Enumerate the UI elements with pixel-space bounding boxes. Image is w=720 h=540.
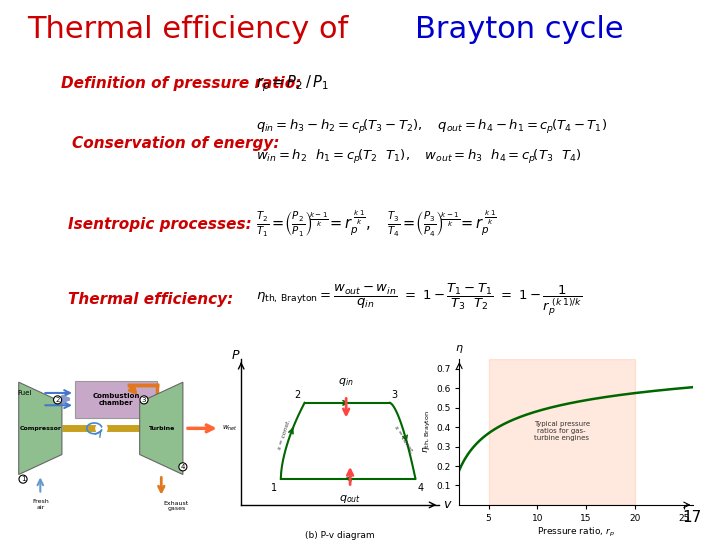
Text: Compressor: Compressor [19, 426, 61, 431]
Text: $w_{in}=h_2\ \ h_1=c_p\!\left(T_2\ \ T_1\right),\quad w_{out}=h_3\ \ h_4=c_p\!\l: $w_{in}=h_2\ \ h_1=c_p\!\left(T_2\ \ T_1… [256, 147, 581, 166]
Text: 4: 4 [181, 464, 185, 470]
Text: P: P [232, 349, 239, 362]
Text: Conservation of energy:: Conservation of energy: [72, 136, 279, 151]
Text: $w_{net}$: $w_{net}$ [222, 424, 238, 433]
Text: $q_{out}$: $q_{out}$ [339, 493, 361, 505]
X-axis label: Pressure ratio, $r_p$: Pressure ratio, $r_p$ [537, 526, 616, 539]
Text: 2: 2 [294, 390, 301, 400]
Text: $\frac{T_2}{T_1}=\!\left(\frac{P_2}{P_1}\right)^{\!\!\frac{k-1}{k}}\!=r_p^{\;\fr: $\frac{T_2}{T_1}=\!\left(\frac{P_2}{P_1}… [256, 209, 497, 239]
Text: Turbine: Turbine [148, 426, 174, 431]
Text: Isentropic processes:: Isentropic processes: [68, 217, 252, 232]
Text: Fresh
air: Fresh air [32, 499, 49, 510]
Polygon shape [140, 382, 183, 475]
Y-axis label: $\eta_{\rm th,\,Brayton}$: $\eta_{\rm th,\,Brayton}$ [422, 410, 433, 454]
Text: v: v [444, 498, 451, 511]
Text: Typical pressure
ratios for gas-
turbine engines: Typical pressure ratios for gas- turbine… [534, 421, 590, 441]
Text: s = const.: s = const. [393, 424, 414, 454]
Text: s = const.: s = const. [277, 419, 292, 451]
Text: Thermal efficiency of: Thermal efficiency of [27, 15, 359, 44]
Text: $q_{in}=h_3-h_2=c_p\!\left(T_3-T_2\right),\quad q_{out}=h_4-h_1=c_p\!\left(T_4-T: $q_{in}=h_3-h_2=c_p\!\left(T_3-T_2\right… [256, 118, 607, 136]
Text: (b) P-v diagram: (b) P-v diagram [305, 531, 375, 540]
Text: 1: 1 [271, 483, 277, 493]
Polygon shape [19, 382, 62, 475]
Text: 17: 17 [683, 510, 702, 525]
Text: Definition of pressure ratio:: Definition of pressure ratio: [61, 76, 302, 91]
FancyBboxPatch shape [75, 381, 157, 417]
Text: 2: 2 [55, 397, 60, 403]
Text: 3: 3 [142, 397, 146, 403]
Text: Exhaust
gases: Exhaust gases [163, 501, 189, 511]
Text: Thermal efficiency:: Thermal efficiency: [68, 292, 234, 307]
Text: 1: 1 [21, 476, 25, 482]
Text: $r_p = P_2\,/\,P_1$: $r_p = P_2\,/\,P_1$ [256, 73, 328, 94]
Text: Brayton cycle: Brayton cycle [415, 15, 624, 44]
Text: $\eta_{\rm th,\,Brayton}=\dfrac{w_{out}-w_{in}}{q_{in}}\ =\ 1-\dfrac{T_1-T_1}{T_: $\eta_{\rm th,\,Brayton}=\dfrac{w_{out}-… [256, 281, 582, 318]
Text: Combustion
chamber: Combustion chamber [92, 393, 140, 406]
Bar [489, 359, 635, 505]
Text: $\eta$: $\eta$ [455, 343, 464, 355]
Text: 4: 4 [418, 483, 423, 493]
Text: 3: 3 [392, 390, 398, 400]
Text: Fuel: Fuel [17, 390, 32, 396]
Text: $q_{in}$: $q_{in}$ [338, 376, 354, 388]
